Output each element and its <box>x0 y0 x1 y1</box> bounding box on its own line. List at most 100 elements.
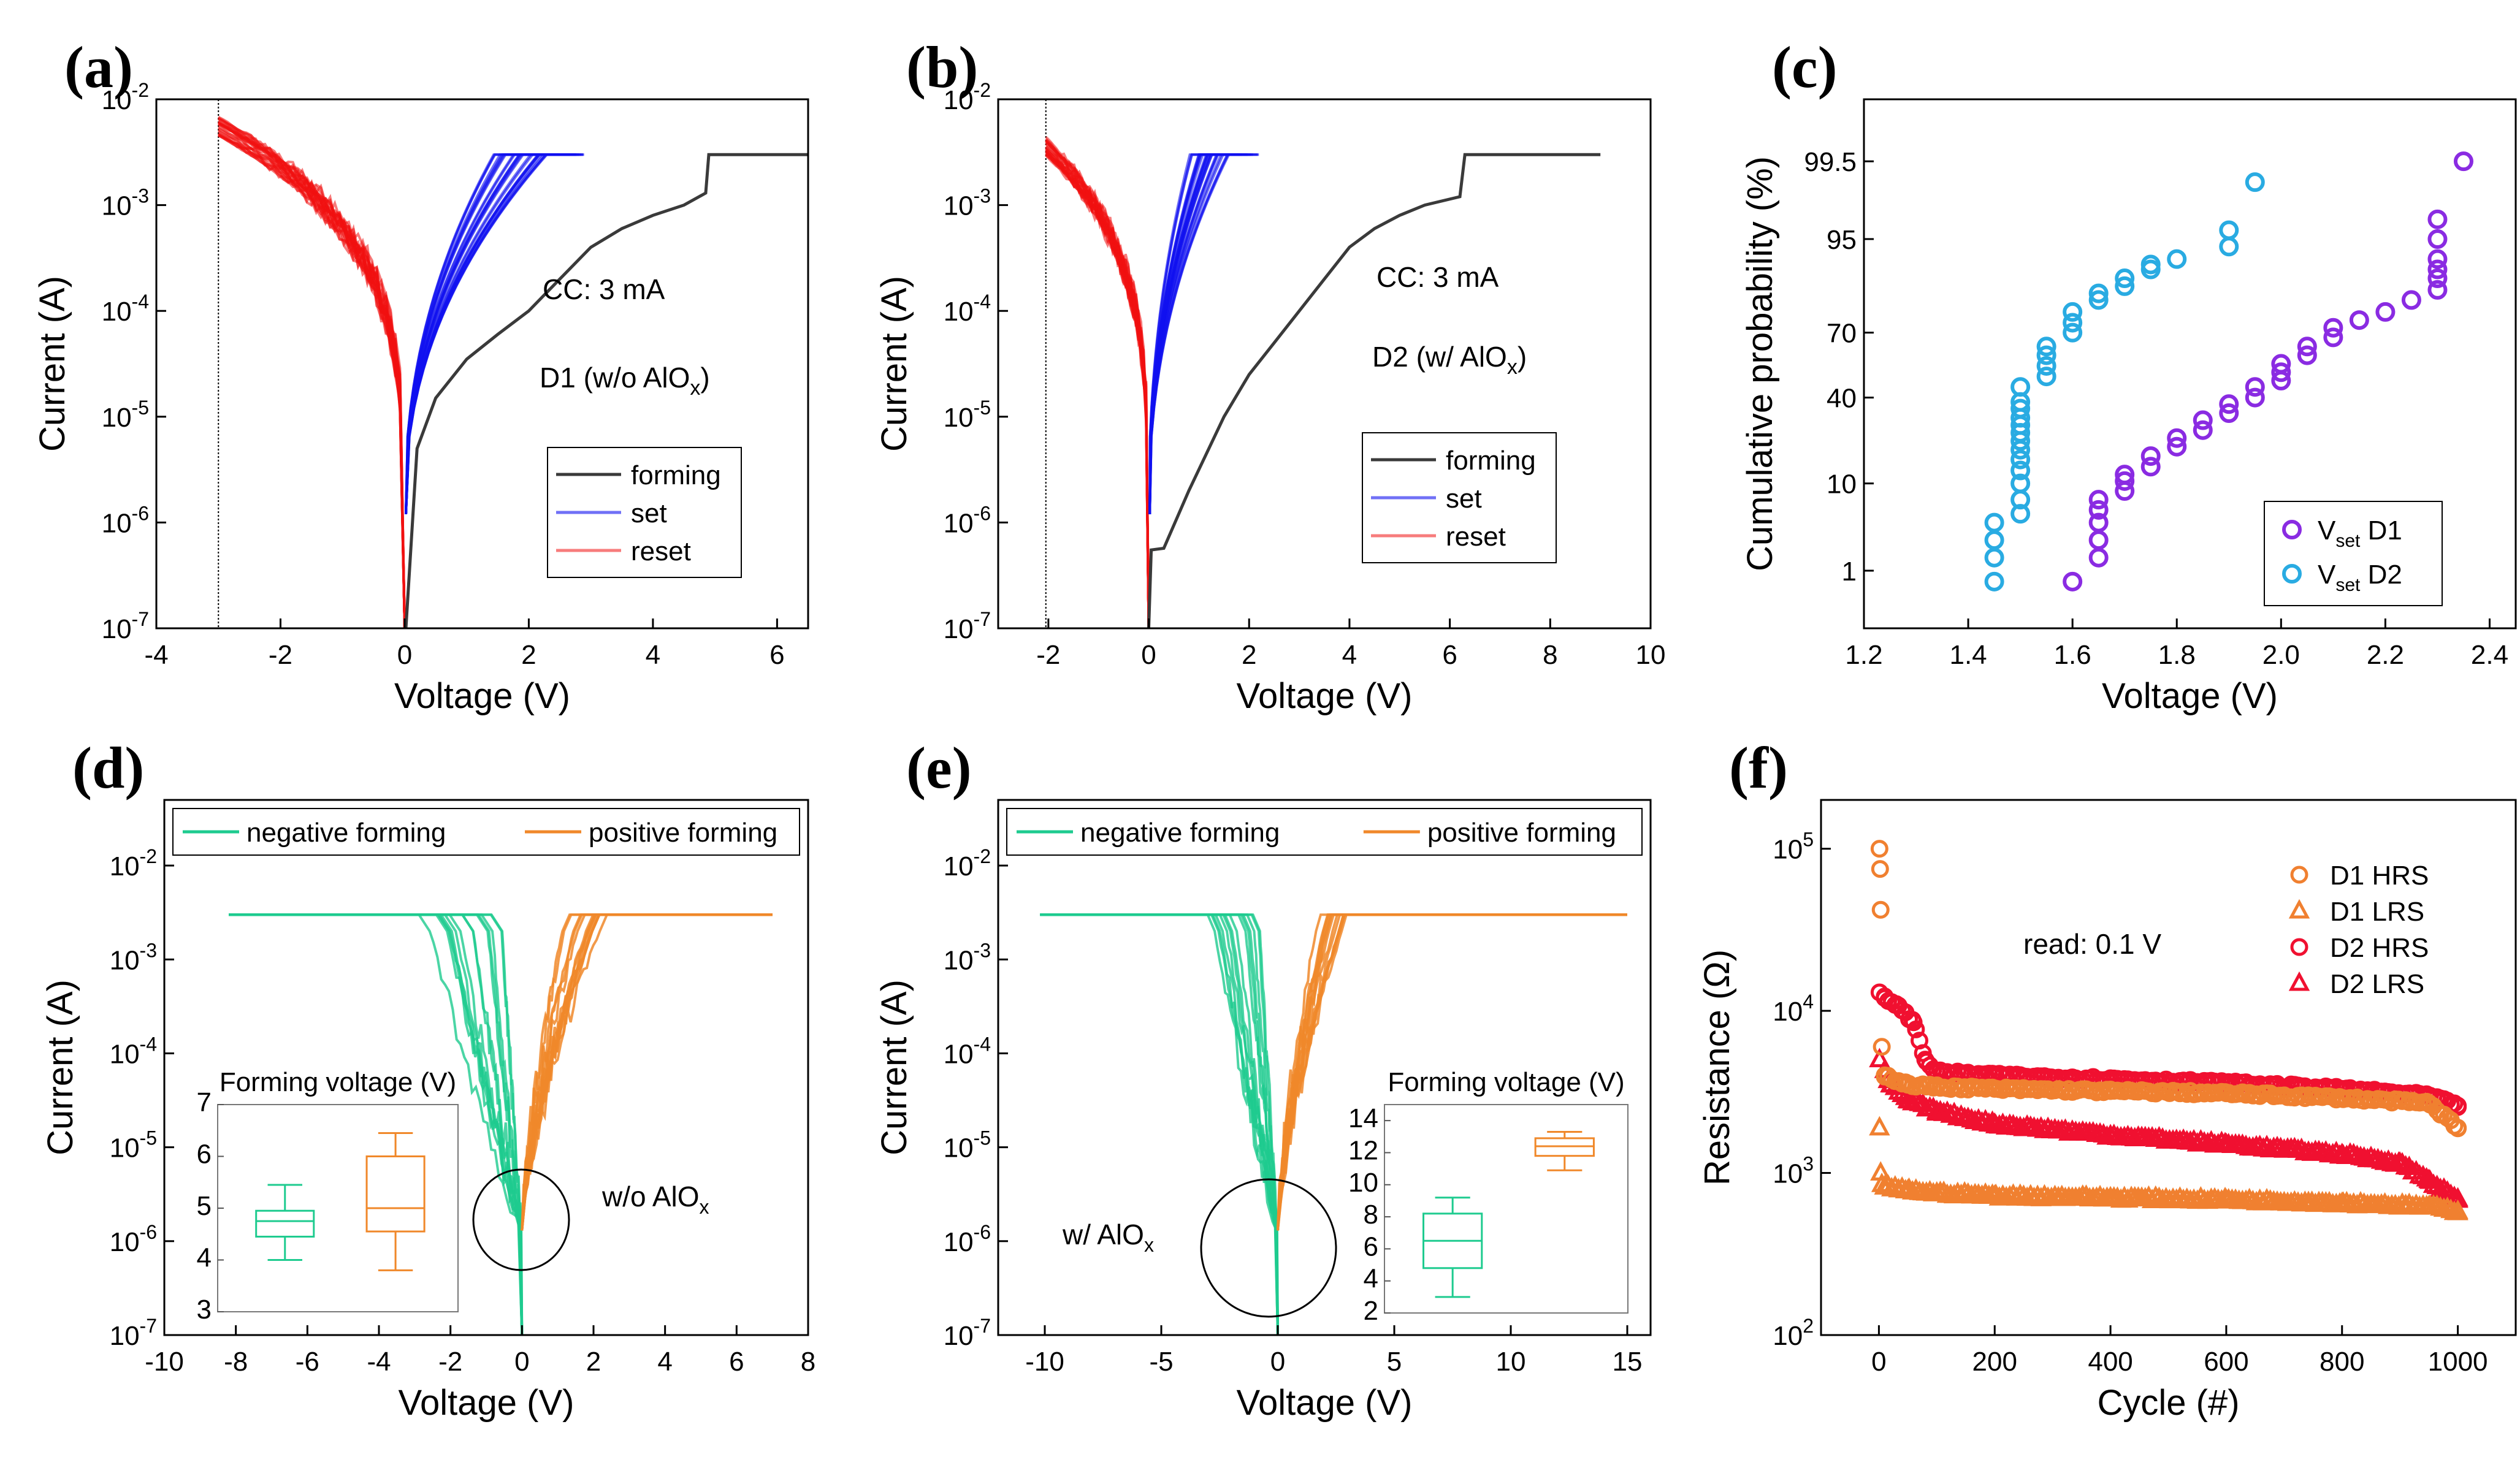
tick-exp: -3 <box>132 185 149 207</box>
y-axis-label: Current (A) <box>40 980 80 1155</box>
y-tick-label: 10-6 <box>944 1221 991 1257</box>
x-tick-label: 5 <box>1387 1347 1402 1377</box>
legend-label: D2 LRS <box>2330 969 2424 999</box>
reset-curve <box>1045 154 1150 629</box>
tick-base: 10 <box>102 297 132 327</box>
series-point <box>1876 1066 1894 1084</box>
x-tick-label: 8 <box>801 1347 815 1377</box>
x-tick-label: -2 <box>438 1347 462 1377</box>
tick-exp: -3 <box>974 185 991 207</box>
tick-base: 10 <box>944 1039 974 1069</box>
d1-point <box>2167 428 2187 448</box>
d2-point <box>1984 512 2004 533</box>
series-point <box>1899 1076 1917 1094</box>
d1-point <box>2088 547 2109 568</box>
d2-point <box>2115 276 2135 296</box>
set-curve <box>405 153 542 514</box>
tick-exp: -7 <box>132 608 149 630</box>
series-point <box>2215 1132 2237 1152</box>
series-point <box>2099 1124 2121 1144</box>
tick-exp: -6 <box>974 1221 991 1243</box>
legend: D1 HRS D1 LRS D2 HRS D2 LRS <box>2288 861 2429 999</box>
series-point <box>1984 1184 2006 1204</box>
x-tick-label: 2 <box>586 1347 601 1377</box>
d2-point <box>1984 547 2004 568</box>
inset-frame <box>1384 1104 1628 1314</box>
set-curve <box>405 153 584 514</box>
d1-point <box>2140 446 2161 466</box>
tick-exp: -3 <box>140 939 157 961</box>
legend-label: reset <box>1446 522 1506 552</box>
y-tick-label: 10-6 <box>102 502 149 538</box>
positive-forming-curve <box>521 913 773 1231</box>
text-main: D2 (w/ AlO <box>1372 341 1507 373</box>
y-tick-label: 10-4 <box>944 1033 991 1069</box>
text-sub: x <box>1507 356 1518 379</box>
text-sub: set <box>2335 531 2361 551</box>
legend-swatch <box>2290 938 2308 956</box>
series-point <box>2419 1094 2438 1112</box>
x-tick-label: -8 <box>224 1347 248 1377</box>
tick-base: 10 <box>944 508 974 538</box>
d2-point <box>2010 473 2031 493</box>
x-tick-label: 0 <box>1141 640 1156 670</box>
highlight-circle <box>472 1168 570 1271</box>
points <box>1984 151 2473 592</box>
legend-swatch <box>2290 866 2308 884</box>
series-point <box>1869 1048 1890 1068</box>
series-point <box>2301 1141 2323 1161</box>
d2-point <box>2063 322 2083 343</box>
highlight-circle <box>1200 1178 1337 1318</box>
y-tick-label: 10-3 <box>110 939 157 975</box>
x-tick-label: 2.0 <box>2262 640 2300 670</box>
d1-point <box>2297 337 2317 357</box>
series-point <box>2217 1084 2236 1103</box>
inset-title: Forming voltage (V) <box>220 1067 456 1097</box>
annotation-label: w/ AlOx <box>1062 1219 1154 1256</box>
d1-point <box>2167 436 2187 457</box>
d1-point <box>2427 229 2448 249</box>
d2-point <box>2010 449 2031 470</box>
tick-base: 10 <box>1773 835 1803 865</box>
panel-label: (e) <box>906 735 972 801</box>
y-tick-label: 10-4 <box>110 1033 157 1069</box>
y-axis-label: Current (A) <box>874 276 914 452</box>
text-sub: set <box>2335 575 2361 595</box>
x-tick-label: 1.2 <box>1845 640 1882 670</box>
series-point <box>1870 840 1888 858</box>
negative-box <box>255 1184 315 1261</box>
tick-base: 10 <box>944 1321 974 1351</box>
tick-base: 10 <box>102 191 132 221</box>
tick-base: 10 <box>944 1227 974 1257</box>
negative-forming-curve <box>1040 913 1279 1336</box>
annotation-cc: CC: 3 mA <box>543 273 665 305</box>
tick-base: 10 <box>944 945 974 975</box>
positive-forming-curve <box>1277 913 1627 1231</box>
x-tick-label: 0 <box>397 640 412 670</box>
tick-exp: -5 <box>974 1127 991 1149</box>
set-curve <box>1148 153 1247 514</box>
tick-base: 10 <box>944 403 974 433</box>
d1-point <box>2427 209 2448 229</box>
x-tick-label: 200 <box>1972 1347 2017 1377</box>
y-axis-label: Cumulative probability (%) <box>1740 156 1780 571</box>
d1-point <box>2088 490 2109 510</box>
reset-curve <box>1045 150 1150 629</box>
inset-tick-label: 7 <box>197 1087 212 1117</box>
y-tick-label: 104 <box>1773 991 1814 1027</box>
tick-exp: -2 <box>140 845 157 867</box>
x-tick-label: 4 <box>1342 640 1357 670</box>
x-axis-label: Cycle (#) <box>2097 1383 2239 1423</box>
reset-curve <box>218 134 406 629</box>
x-tick-label: -10 <box>1025 1347 1064 1377</box>
text-sub: x <box>690 376 700 400</box>
legend-swatch <box>2282 564 2302 584</box>
y-tick-label: 10-5 <box>944 397 991 433</box>
reset-curve <box>1045 152 1150 629</box>
set-curve <box>1148 153 1237 514</box>
tick-base: 10 <box>102 508 132 538</box>
positive-box <box>365 1132 426 1271</box>
d1-point <box>2323 318 2343 338</box>
